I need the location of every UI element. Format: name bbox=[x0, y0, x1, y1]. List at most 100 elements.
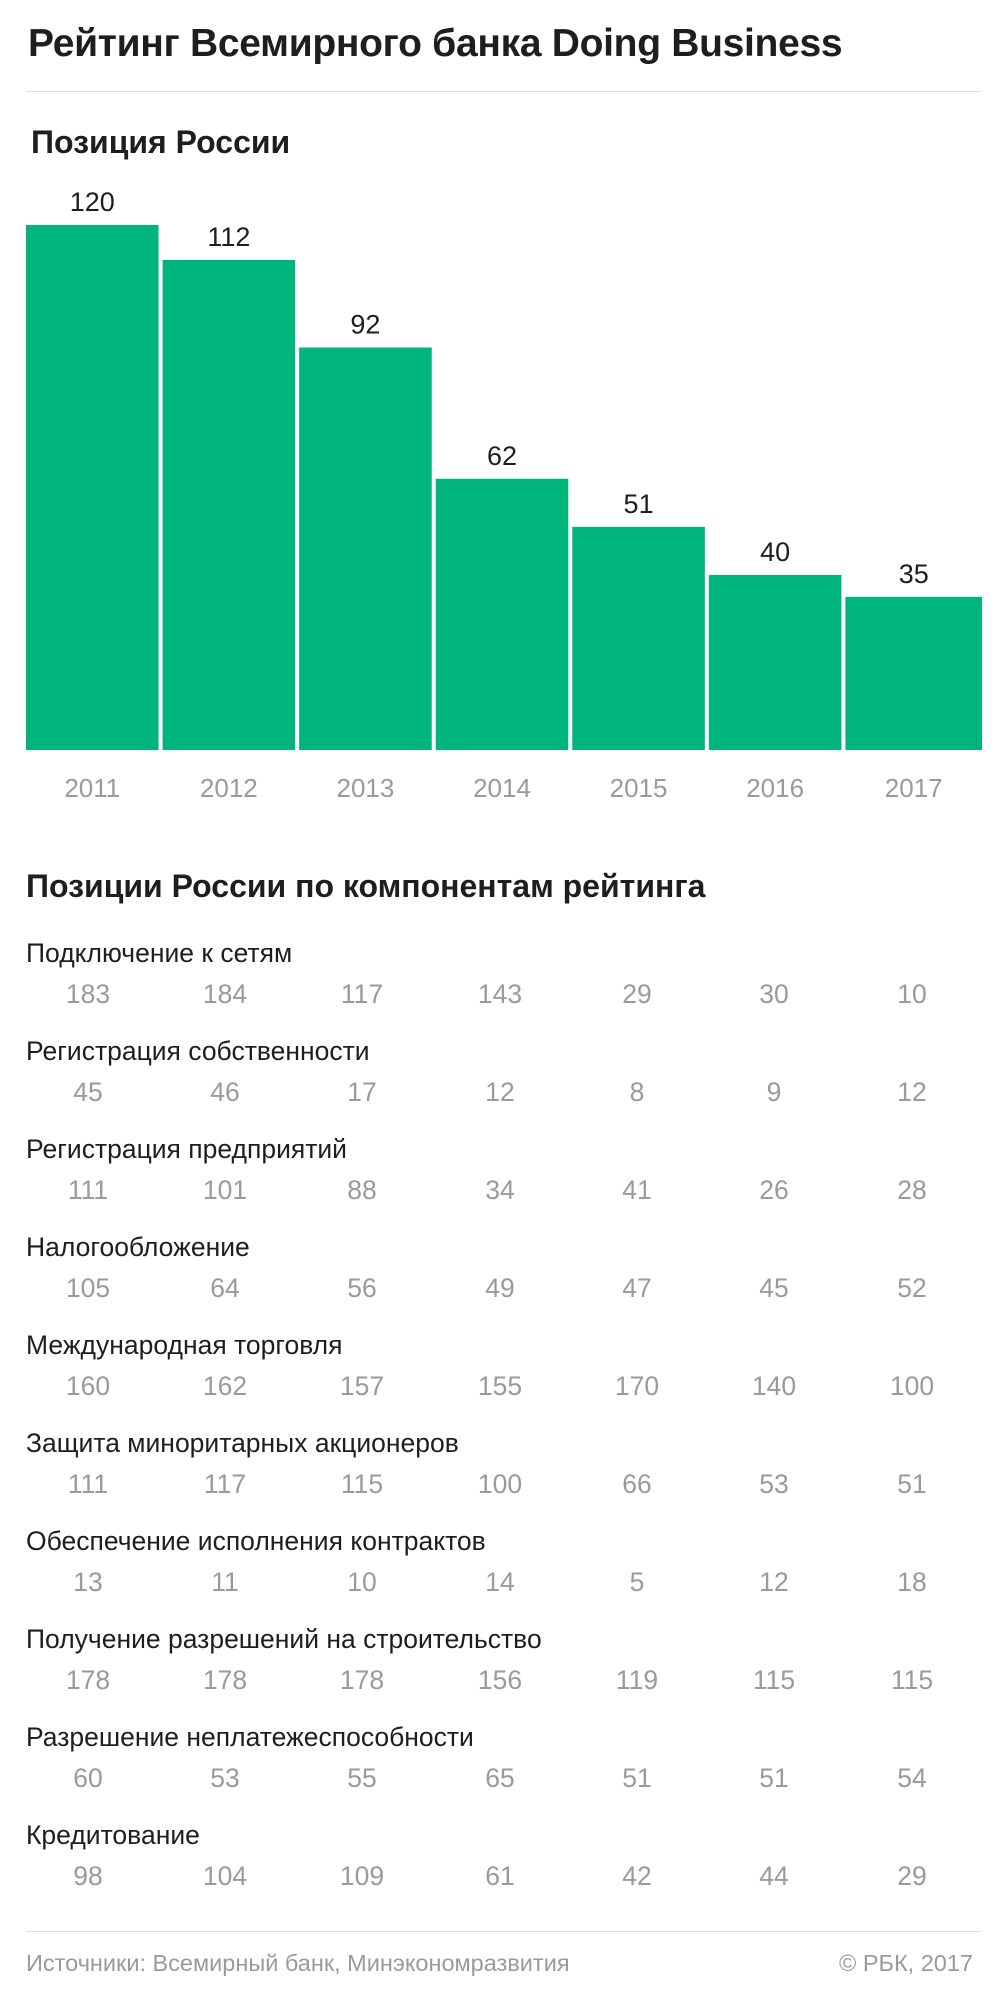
copyright: © РБК, 2017 bbox=[839, 1950, 973, 1976]
divider bbox=[26, 91, 979, 92]
divider bbox=[26, 1931, 979, 1932]
component-value: 61 bbox=[485, 1861, 515, 1891]
component-value: 8 bbox=[629, 1077, 645, 1107]
component-value: 143 bbox=[477, 979, 523, 1009]
bar-2011 bbox=[26, 225, 159, 750]
component-label: Получение разрешений на строительство bbox=[26, 1624, 542, 1654]
component-value: 54 bbox=[897, 1763, 927, 1793]
source-note: Источники: Всемирный банк, Минэкономразв… bbox=[26, 1950, 570, 1976]
component-value: 26 bbox=[759, 1175, 789, 1205]
component-value: 88 bbox=[347, 1175, 377, 1205]
component-value: 34 bbox=[485, 1175, 515, 1205]
page-title: Рейтинг Всемирного банка Doing Business bbox=[28, 22, 843, 65]
component-value: 55 bbox=[347, 1763, 377, 1793]
component-value: 45 bbox=[73, 1077, 103, 1107]
component-value: 56 bbox=[347, 1273, 377, 1303]
component-value: 155 bbox=[477, 1371, 523, 1401]
component-value: 178 bbox=[202, 1665, 248, 1695]
bar-2013 bbox=[299, 347, 432, 750]
component-label: Кредитование bbox=[26, 1820, 200, 1850]
component-value: 115 bbox=[340, 1469, 384, 1499]
component-value: 49 bbox=[485, 1273, 515, 1303]
data-label-2011: 120 bbox=[70, 187, 115, 217]
bar-2017 bbox=[845, 596, 982, 750]
component-value: 9 bbox=[766, 1077, 782, 1107]
bar-2014 bbox=[435, 478, 569, 750]
component-value: 17 bbox=[347, 1077, 377, 1107]
component-value: 111 bbox=[67, 1175, 109, 1205]
x-tick-label: 2017 bbox=[885, 773, 943, 803]
component-label: Защита миноритарных акционеров bbox=[26, 1428, 459, 1458]
component-value: 13 bbox=[73, 1567, 103, 1597]
component-value: 10 bbox=[897, 979, 927, 1009]
component-value: 5 bbox=[629, 1567, 645, 1597]
component-value: 53 bbox=[759, 1469, 789, 1499]
component-value: 12 bbox=[759, 1567, 789, 1597]
component-value: 45 bbox=[759, 1273, 789, 1303]
component-value: 156 bbox=[477, 1665, 523, 1695]
component-value: 29 bbox=[897, 1861, 927, 1891]
component-label: Разрешение неплатежеспособности bbox=[26, 1722, 474, 1752]
data-label-2014: 62 bbox=[487, 441, 517, 471]
component-value: 162 bbox=[202, 1371, 248, 1401]
data-label-2013: 92 bbox=[350, 310, 380, 340]
component-value: 53 bbox=[210, 1763, 240, 1793]
component-value: 117 bbox=[203, 1469, 247, 1499]
component-value: 160 bbox=[65, 1371, 111, 1401]
component-value: 115 bbox=[890, 1665, 934, 1695]
component-value: 170 bbox=[614, 1371, 660, 1401]
bar-chart: 120 2011 112 2012 92 2013 62 2014 51 2015 40 2016 35… bbox=[26, 187, 982, 803]
component-label: Регистрация собственности bbox=[26, 1036, 370, 1066]
component-label: Регистрация предприятий bbox=[26, 1134, 347, 1164]
component-value: 51 bbox=[622, 1763, 652, 1793]
component-value: 30 bbox=[759, 979, 789, 1009]
component-value: 41 bbox=[622, 1175, 652, 1205]
component-value: 47 bbox=[622, 1273, 652, 1303]
component-value: 51 bbox=[759, 1763, 789, 1793]
component-value: 115 bbox=[752, 1665, 796, 1695]
data-label-2016: 40 bbox=[760, 537, 790, 567]
component-value: 64 bbox=[210, 1273, 240, 1303]
x-tick-label: 2012 bbox=[200, 773, 258, 803]
data-label-2012: 112 bbox=[207, 222, 250, 252]
component-value: 28 bbox=[897, 1175, 927, 1205]
component-value: 157 bbox=[339, 1371, 385, 1401]
bar-2015 bbox=[572, 526, 705, 750]
chart-title: Позиция России bbox=[31, 124, 291, 160]
x-tick-label: 2016 bbox=[746, 773, 804, 803]
component-value: 66 bbox=[622, 1469, 652, 1499]
component-value: 10 bbox=[347, 1567, 377, 1597]
component-value: 51 bbox=[897, 1469, 927, 1499]
component-value: 44 bbox=[759, 1861, 789, 1891]
component-value: 18 bbox=[897, 1567, 927, 1597]
x-tick-label: 2014 bbox=[473, 773, 531, 803]
component-value: 140 bbox=[751, 1371, 797, 1401]
x-tick-label: 2013 bbox=[337, 773, 395, 803]
components-title: Позиции России по компонентам рейтинга bbox=[26, 868, 706, 904]
component-value: 101 bbox=[202, 1175, 248, 1205]
component-value: 104 bbox=[202, 1861, 248, 1891]
x-tick-label: 2011 bbox=[64, 773, 120, 803]
component-label: Подключение к сетям bbox=[26, 938, 293, 968]
component-value: 178 bbox=[339, 1665, 385, 1695]
component-label: Обеспечение исполнения контрактов bbox=[26, 1526, 486, 1556]
data-label-2017: 35 bbox=[899, 559, 929, 589]
component-value: 14 bbox=[485, 1567, 515, 1597]
component-value: 105 bbox=[65, 1273, 111, 1303]
data-label-2015: 51 bbox=[624, 489, 654, 519]
component-value: 65 bbox=[485, 1763, 515, 1793]
component-value: 46 bbox=[210, 1077, 240, 1107]
component-value: 29 bbox=[622, 979, 652, 1009]
component-value: 109 bbox=[339, 1861, 385, 1891]
component-value: 119 bbox=[615, 1665, 659, 1695]
component-value: 178 bbox=[65, 1665, 111, 1695]
component-value: 183 bbox=[65, 979, 111, 1009]
component-value: 117 bbox=[340, 979, 384, 1009]
component-value: 11 bbox=[211, 1567, 239, 1597]
component-value: 42 bbox=[622, 1861, 652, 1891]
x-tick-label: 2015 bbox=[610, 773, 668, 803]
component-value: 60 bbox=[73, 1763, 103, 1793]
component-label: Налогообложение bbox=[26, 1232, 250, 1262]
component-label: Международная торговля bbox=[26, 1330, 343, 1360]
component-value: 12 bbox=[485, 1077, 515, 1107]
